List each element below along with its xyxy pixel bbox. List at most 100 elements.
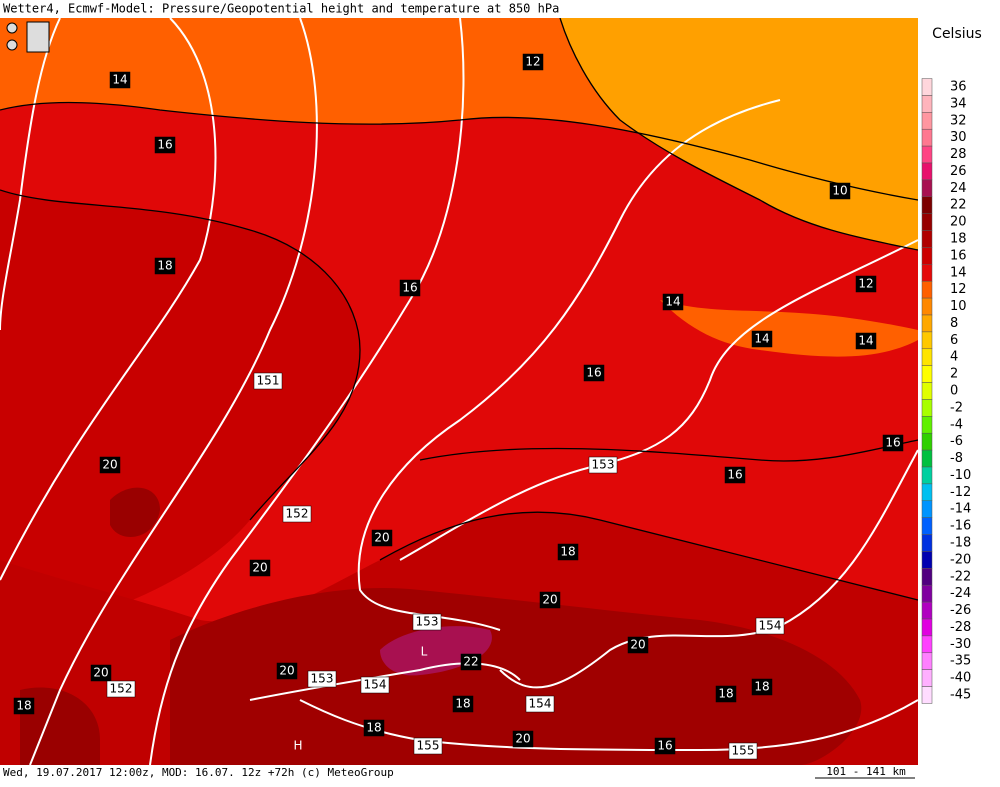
legend-swatch	[921, 432, 933, 451]
legend-title: Celsius	[932, 26, 982, 42]
legend-swatch	[921, 686, 933, 704]
contour-label: 151	[257, 374, 280, 388]
contour-label: 20	[374, 531, 389, 545]
legend-label: -2	[950, 400, 963, 415]
legend-label: -30	[950, 637, 971, 652]
contour-label-box	[583, 364, 605, 382]
contour-label-box	[855, 275, 877, 293]
legend-label: 8	[950, 316, 958, 331]
legend-swatch	[921, 635, 933, 654]
legend-label: -10	[950, 468, 971, 483]
contour-label-box	[755, 617, 785, 635]
legend-swatch	[921, 551, 933, 569]
contour-label: 152	[110, 682, 133, 696]
contour-label: 16	[727, 468, 742, 482]
legend-label: -45	[950, 688, 971, 703]
legend-label: 12	[950, 282, 967, 297]
contour-label-box	[154, 136, 176, 154]
legend-label: -28	[950, 620, 971, 635]
scale-label: 101 - 141 km	[826, 765, 906, 778]
legend-label: 10	[950, 299, 967, 314]
legend-label: -20	[950, 552, 971, 567]
legend-swatch	[921, 314, 933, 333]
contour-label-box	[360, 676, 390, 694]
legend-label: 32	[950, 113, 967, 128]
contour-label-box	[715, 685, 737, 703]
legend-swatch	[921, 196, 933, 214]
legend-swatch	[921, 652, 933, 670]
legend-label: -8	[950, 451, 963, 466]
legend-swatch	[921, 669, 933, 687]
zoom-out[interactable]	[6, 39, 18, 51]
pan-control[interactable]	[26, 21, 50, 53]
contour-label-box	[282, 505, 312, 523]
contour-label: 20	[93, 666, 108, 680]
legend-swatch	[921, 95, 933, 113]
legend-swatch	[921, 348, 933, 366]
legend-swatch	[921, 601, 933, 620]
footer-text: Wed, 19.07.2017 12:00z, MOD: 16.07. 12z …	[3, 766, 394, 779]
legend-swatch	[921, 128, 933, 147]
contour-label: 16	[885, 436, 900, 450]
contour-label: 20	[542, 593, 557, 607]
legend-label: -14	[950, 502, 971, 517]
pressure-center-label: L	[421, 645, 428, 659]
contour-label-box	[249, 559, 271, 577]
contour-label: 12	[858, 277, 873, 291]
contour-label-box	[363, 719, 385, 737]
zoom-in[interactable]	[6, 22, 18, 34]
contour-label-box	[855, 332, 877, 350]
legend-label: -22	[950, 569, 971, 584]
legend-label: 30	[950, 130, 967, 145]
contour-label: 20	[252, 561, 267, 575]
legend-label: 0	[950, 384, 958, 399]
legend-swatch	[921, 162, 933, 181]
legend-swatch	[921, 568, 933, 586]
contour-label: 16	[157, 138, 172, 152]
contour-label-box	[829, 182, 851, 200]
contour-label: 153	[311, 672, 334, 686]
legend-swatch	[921, 399, 933, 417]
legend-swatch	[921, 500, 933, 518]
contour-label: 14	[112, 73, 127, 87]
contour-label-box	[724, 466, 746, 484]
legend-swatch	[921, 230, 933, 248]
legend-label: 20	[950, 215, 967, 230]
legend-swatch	[921, 416, 933, 434]
contour-label: 20	[102, 458, 117, 472]
contour-label-box	[452, 695, 474, 713]
contour-label: 14	[754, 332, 769, 346]
legend-label: -35	[950, 654, 971, 669]
map-title: Wetter4, Ecmwf-Model: Pressure/Geopotent…	[3, 2, 559, 16]
contour-label-box	[751, 330, 773, 348]
legend-label: -40	[950, 671, 971, 686]
contour-label: 10	[832, 184, 847, 198]
legend-label: -16	[950, 519, 971, 534]
contour-label-box	[751, 678, 773, 696]
contour-label-box	[522, 53, 544, 71]
contour-label-box	[654, 737, 676, 755]
zoom-controls[interactable]	[6, 21, 50, 53]
contour-label-box	[588, 456, 618, 474]
contour-label: 18	[718, 687, 733, 701]
legend-swatch	[921, 517, 933, 535]
contour-label-box	[13, 697, 35, 715]
contour-label-box	[109, 71, 131, 89]
contour-label: 20	[630, 638, 645, 652]
pressure-center-label: H	[293, 739, 302, 753]
legend-label: 36	[950, 80, 967, 95]
legend-swatch	[921, 112, 933, 130]
contour-label-box	[662, 293, 684, 311]
contour-label: 18	[366, 721, 381, 735]
contour-label: 16	[657, 739, 672, 753]
contour-label-box	[90, 664, 112, 682]
contour-label-box	[253, 372, 283, 390]
legend-label: -12	[950, 485, 971, 500]
contour-label-box	[557, 543, 579, 561]
legend-label: 24	[950, 181, 967, 196]
legend-label: 18	[950, 232, 967, 247]
legend-swatch	[921, 534, 933, 552]
contour-label-box	[106, 680, 136, 698]
contour-label-box	[154, 257, 176, 275]
contour-label: 16	[402, 281, 417, 295]
